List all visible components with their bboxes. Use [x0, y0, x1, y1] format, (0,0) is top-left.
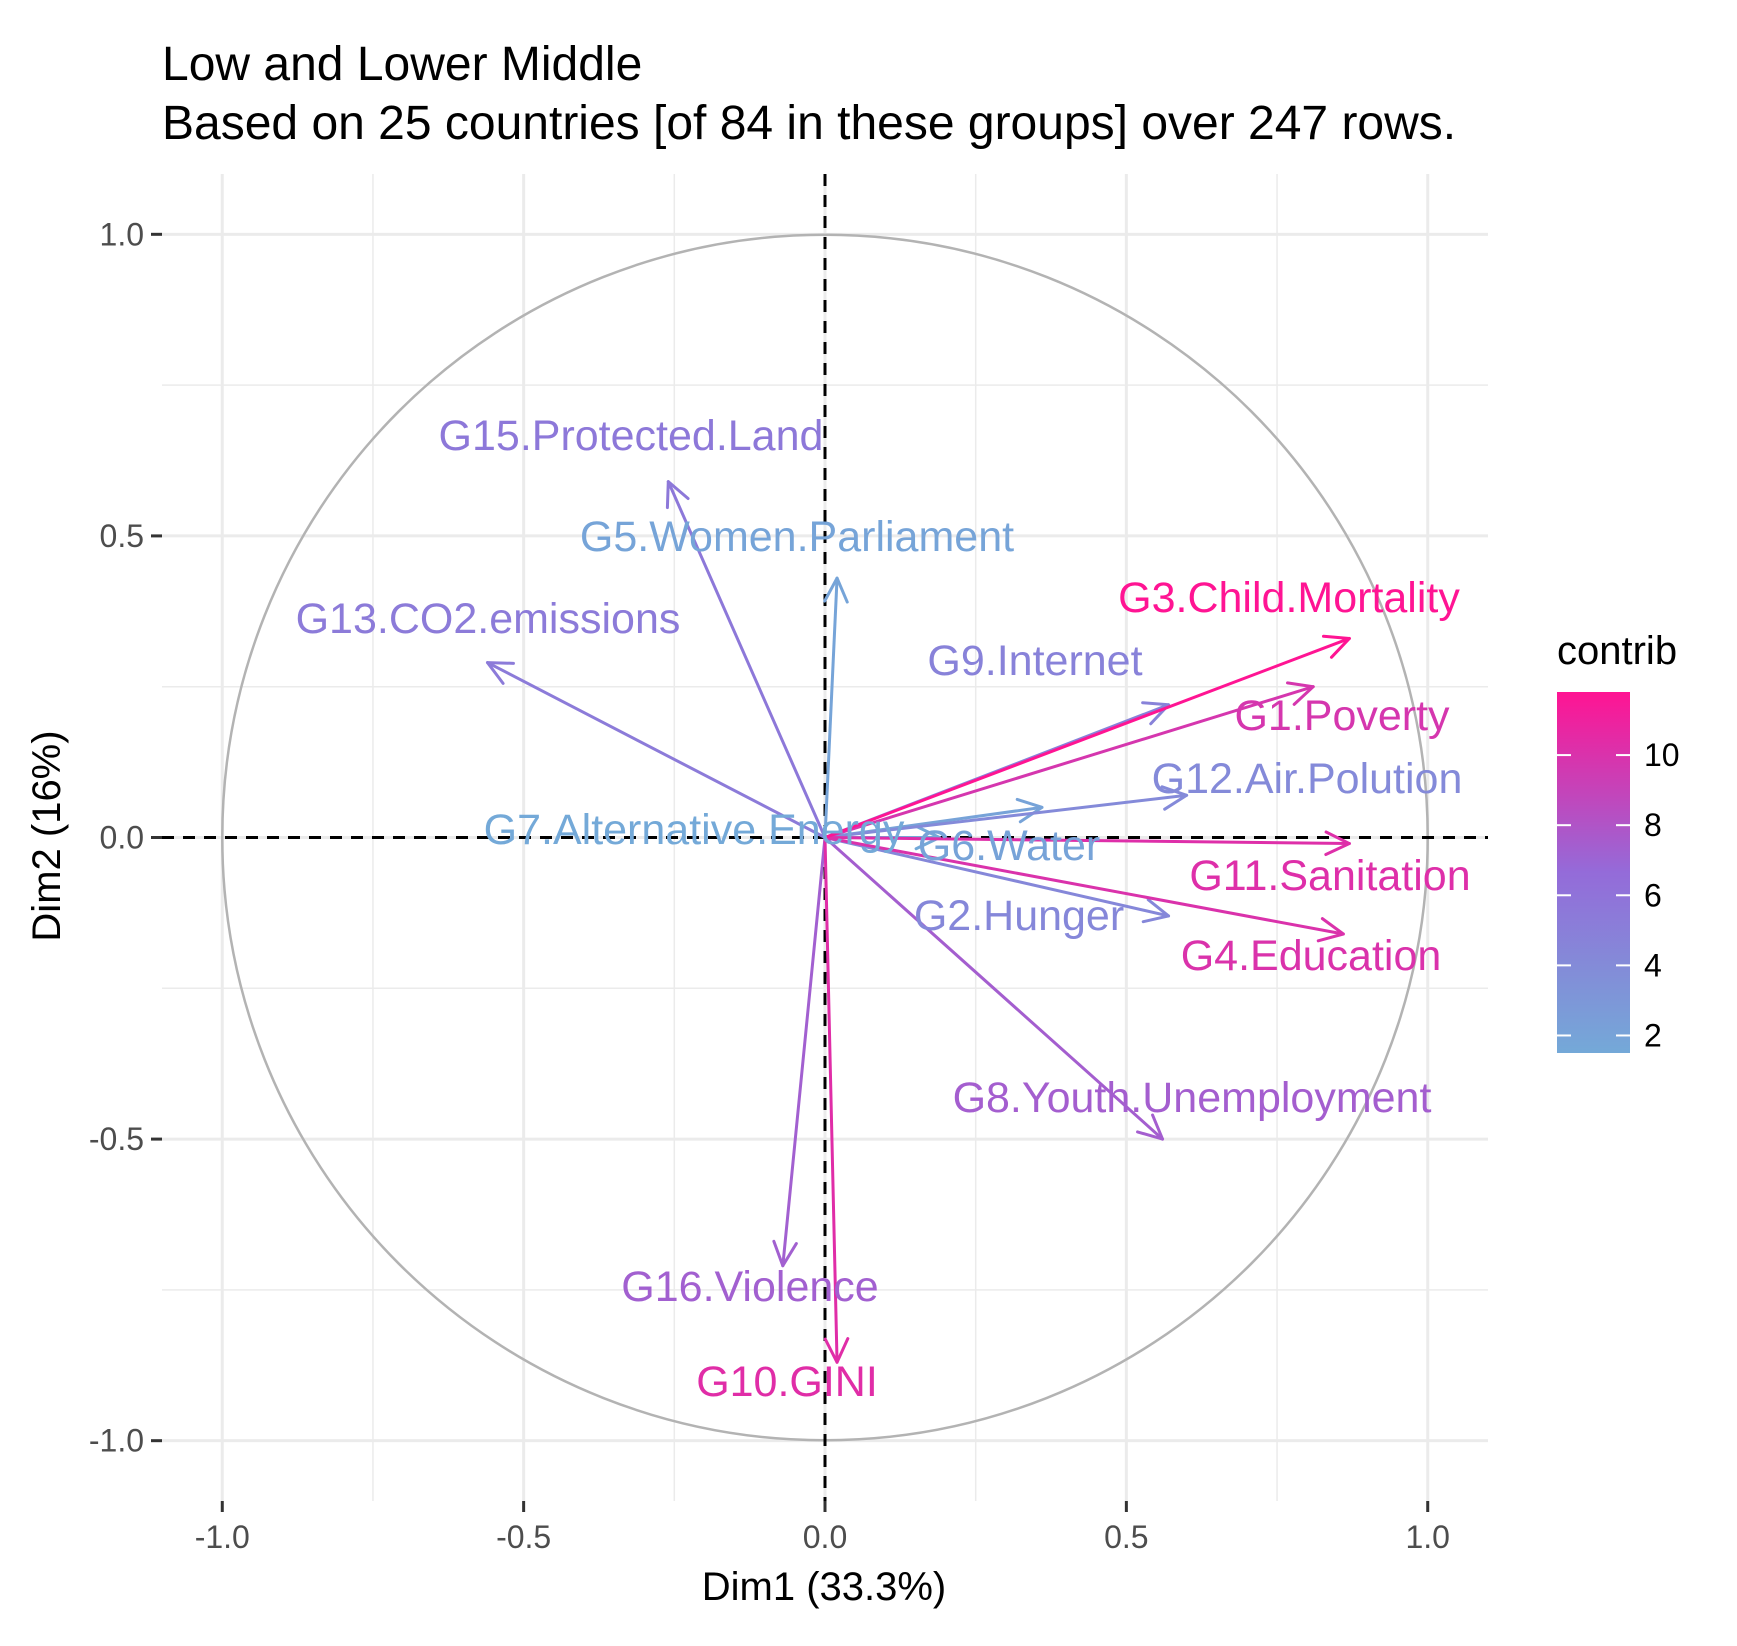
- x-axis: -1.0 -0.5 0.0 0.5 1.0: [195, 1501, 1450, 1555]
- arrow-g15-protected-land: [665, 480, 827, 839]
- x-tick-label: -1.0: [195, 1519, 250, 1555]
- label-g13-co2-emissions: G13.CO2.emissions: [296, 595, 681, 643]
- y-axis-title: Dim2 (16%): [25, 730, 69, 941]
- arrow-g1-poverty: [823, 681, 1315, 839]
- label-g11-sanitation: G11.Sanitation: [1189, 852, 1470, 900]
- variable-labels: G1.Poverty G2.Hunger G3.Child.Mortality G4.…: [296, 412, 1471, 1406]
- variable-arrows: [485, 480, 1351, 1364]
- label-g8-youth-unemployment: G8.Youth.Unemployment: [953, 1074, 1432, 1122]
- legend-tick-label: 2: [1644, 1017, 1662, 1053]
- label-g2-hunger: G2.Hunger: [914, 892, 1124, 940]
- x-axis-title: Dim1 (33.3%): [702, 1565, 947, 1609]
- label-g6-water: G6.Water: [918, 822, 1100, 870]
- legend-tick-label: 4: [1644, 947, 1662, 983]
- x-tick-label: -0.5: [496, 1519, 551, 1555]
- label-g10-gini: G10.GINI: [696, 1358, 878, 1406]
- arrow-g10-gini: [823, 836, 850, 1364]
- label-g9-internet: G9.Internet: [927, 637, 1142, 685]
- label-g12-air-polution: G12.Air.Polution: [1152, 755, 1463, 803]
- label-g4-education: G4.Education: [1181, 932, 1442, 980]
- y-tick-label: -1.0: [89, 1423, 144, 1459]
- arrow-g13-co2-emissions: [485, 661, 827, 839]
- y-axis: -1.0 -0.5 0.0 0.5 1.0: [89, 216, 162, 1459]
- arrow-g16-violence: [772, 836, 827, 1268]
- label-g1-poverty: G1.Poverty: [1234, 692, 1450, 740]
- legend-ticks: 2 4 6 8 10: [1557, 737, 1680, 1053]
- y-tick-label: 1.0: [100, 216, 144, 252]
- x-tick-label: 1.0: [1405, 1519, 1449, 1555]
- y-tick-label: 0.0: [100, 820, 144, 856]
- arrow-g11-sanitation: [823, 830, 1351, 857]
- plot-panel: G1.Poverty G2.Hunger G3.Child.Mortality G4.…: [162, 174, 1488, 1501]
- arrow-g8-youth-unemployment: [823, 836, 1165, 1141]
- y-tick-label: 0.5: [100, 518, 144, 554]
- label-g7-alternative-energy: G7.Alternative.Energy: [484, 806, 905, 854]
- label-g15-protected-land: G15.Protected.Land: [439, 412, 824, 460]
- chart-subtitle: Based on 25 countries [of 84 in these gr…: [162, 97, 1456, 150]
- label-g16-violence: G16.Violence: [621, 1263, 878, 1311]
- x-tick-label: 0.5: [1104, 1519, 1148, 1555]
- arrow-g2-hunger: [823, 836, 1171, 924]
- label-g5-women-parliament: G5.Women.Parliament: [580, 513, 1014, 561]
- legend-tick-label: 6: [1644, 877, 1662, 913]
- x-tick-label: 0.0: [803, 1519, 847, 1555]
- label-g3-child-mortality: G3.Child.Mortality: [1118, 574, 1460, 622]
- legend-tick-label: 8: [1644, 807, 1662, 843]
- arrow-g12-air-polution: [823, 785, 1189, 839]
- contrib-legend: contrib 2 4 6 8 10: [1557, 629, 1680, 1053]
- arrow-g3-child-mortality: [823, 634, 1351, 839]
- legend-tick-label: 10: [1644, 737, 1680, 773]
- legend-colorbar: [1557, 692, 1630, 1053]
- chart-title: Low and Lower Middle: [162, 38, 642, 91]
- legend-title: contrib: [1557, 629, 1677, 673]
- arrow-g5-women-parliament: [823, 576, 849, 839]
- y-tick-label: -0.5: [89, 1121, 144, 1157]
- arrow-g4-education: [823, 836, 1345, 943]
